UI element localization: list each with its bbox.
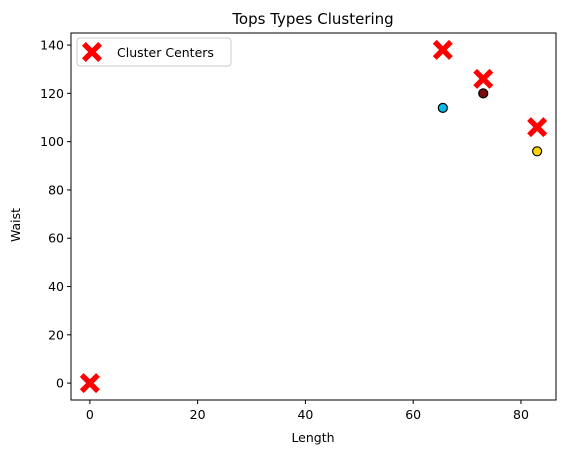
- x-tick-label: 20: [190, 407, 206, 422]
- plot-area: [70, 32, 557, 401]
- x-tick-label: 0: [86, 407, 94, 422]
- data-points: [437, 88, 543, 157]
- y-tick-label: 0: [56, 376, 64, 391]
- data-point: [532, 146, 543, 157]
- y-tick-label: 40: [48, 279, 64, 294]
- y-axis-label: Waist: [8, 208, 23, 242]
- data-point: [437, 102, 448, 113]
- y-axis: 0 20 40 60 80 100 120 140: [40, 38, 71, 391]
- legend-box: [76, 37, 232, 67]
- plot-frame: [70, 32, 557, 401]
- x-axis-label: Length: [291, 430, 334, 445]
- legend-x-icon: [82, 42, 102, 62]
- y-tick-label: 140: [40, 38, 64, 53]
- cluster-center-marker: [432, 39, 453, 60]
- cluster-center-marker: [79, 373, 100, 394]
- cluster-center-marker: [473, 68, 494, 89]
- x-axis: 0 20 40 60 80: [86, 400, 529, 422]
- y-tick-label: 100: [40, 134, 64, 149]
- chart-title: Tops Types Clustering: [231, 10, 393, 28]
- y-tick-label: 20: [48, 327, 64, 342]
- cluster-center-marker: [527, 117, 548, 138]
- y-tick-label: 120: [40, 86, 64, 101]
- legend: Cluster Centers: [76, 37, 232, 67]
- x-tick-label: 40: [297, 407, 313, 422]
- data-point: [478, 88, 489, 99]
- x-tick-label: 60: [405, 407, 421, 422]
- x-tick-label: 80: [513, 407, 529, 422]
- legend-label: Cluster Centers: [117, 45, 214, 60]
- y-tick-label: 60: [48, 231, 64, 246]
- y-tick-label: 80: [48, 182, 64, 197]
- cluster-centers: [79, 39, 548, 394]
